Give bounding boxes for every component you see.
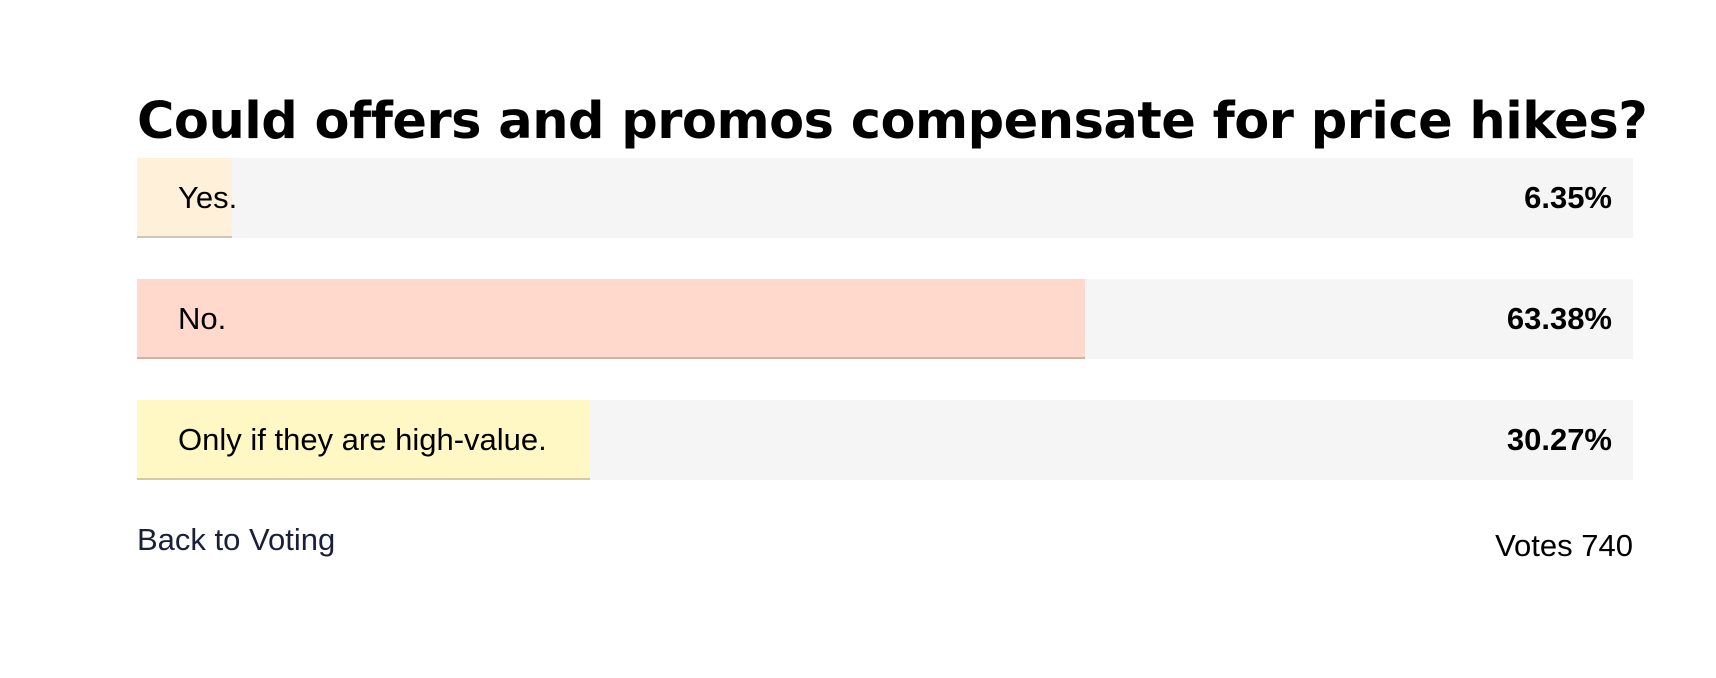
option-result-bar xyxy=(137,279,1086,359)
option-percent: 30.27% xyxy=(1506,422,1612,457)
poll-option-high-value: Only if they are high-value. 30.27% xyxy=(137,400,1633,480)
vote-count: Votes 740 xyxy=(1495,528,1633,563)
poll-options: Yes. 6.35% No. 63.38% Only if they are h… xyxy=(137,158,1633,480)
option-label: Only if they are high-value. xyxy=(178,422,547,457)
option-result-bar xyxy=(137,158,232,238)
poll-footer: Back to Voting Votes 740 xyxy=(137,520,1633,580)
poll-question: Could offers and promos compensate for p… xyxy=(137,92,1648,151)
poll-option-no: No. 63.38% xyxy=(137,279,1633,359)
back-to-voting-link[interactable]: Back to Voting xyxy=(137,522,336,557)
option-result-bar xyxy=(137,400,590,480)
poll-option-yes: Yes. 6.35% xyxy=(137,158,1633,238)
option-percent: 63.38% xyxy=(1506,301,1612,336)
poll-results: Could offers and promos compensate for p… xyxy=(137,88,1648,580)
option-label: No. xyxy=(178,301,227,336)
option-percent: 6.35% xyxy=(1524,180,1612,215)
option-label: Yes. xyxy=(178,180,238,215)
